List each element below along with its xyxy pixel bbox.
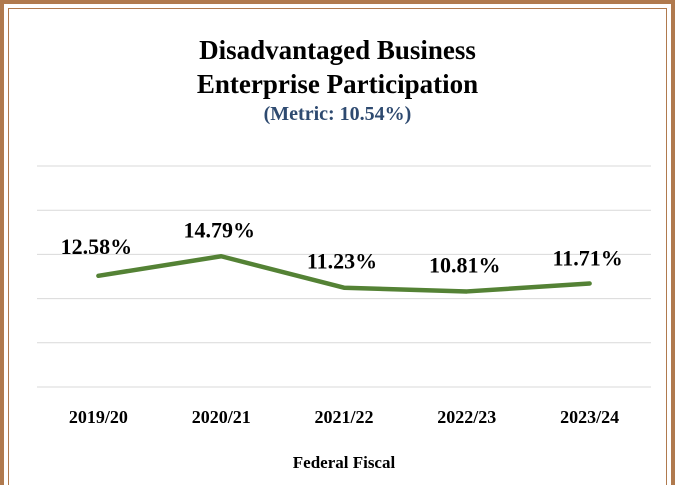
- data-labels: 12.58% 14.79% 11.23% 10.81% 11.71%: [61, 217, 623, 277]
- series-line: [96, 254, 592, 294]
- chart-title-line-1: Disadvantaged Business: [199, 35, 476, 65]
- x-axis-title: Federal Fiscal: [293, 453, 396, 472]
- x-tick-label: 2020/21: [192, 407, 251, 427]
- series-lines: [96, 254, 592, 294]
- x-tick-label: 2021/22: [314, 407, 373, 427]
- x-axis-tick-labels: 2019/20 2020/21 2021/22 2022/23 2023/24: [69, 407, 619, 427]
- x-tick-label: 2019/20: [69, 407, 128, 427]
- data-label: 14.79%: [183, 217, 255, 242]
- x-tick-label: 2022/23: [437, 407, 496, 427]
- chart-title-line-2: Enterprise Participation: [196, 69, 479, 99]
- data-label: 10.81%: [429, 252, 501, 277]
- chart-subtitle: (Metric: 10.54%): [263, 103, 412, 125]
- data-label: 11.71%: [552, 245, 622, 270]
- data-label: 12.58%: [61, 234, 133, 259]
- gridlines: [37, 165, 651, 388]
- inner-border: [8, 8, 667, 485]
- x-tick-label: 2023/24: [560, 407, 619, 427]
- data-label: 11.23%: [307, 249, 377, 274]
